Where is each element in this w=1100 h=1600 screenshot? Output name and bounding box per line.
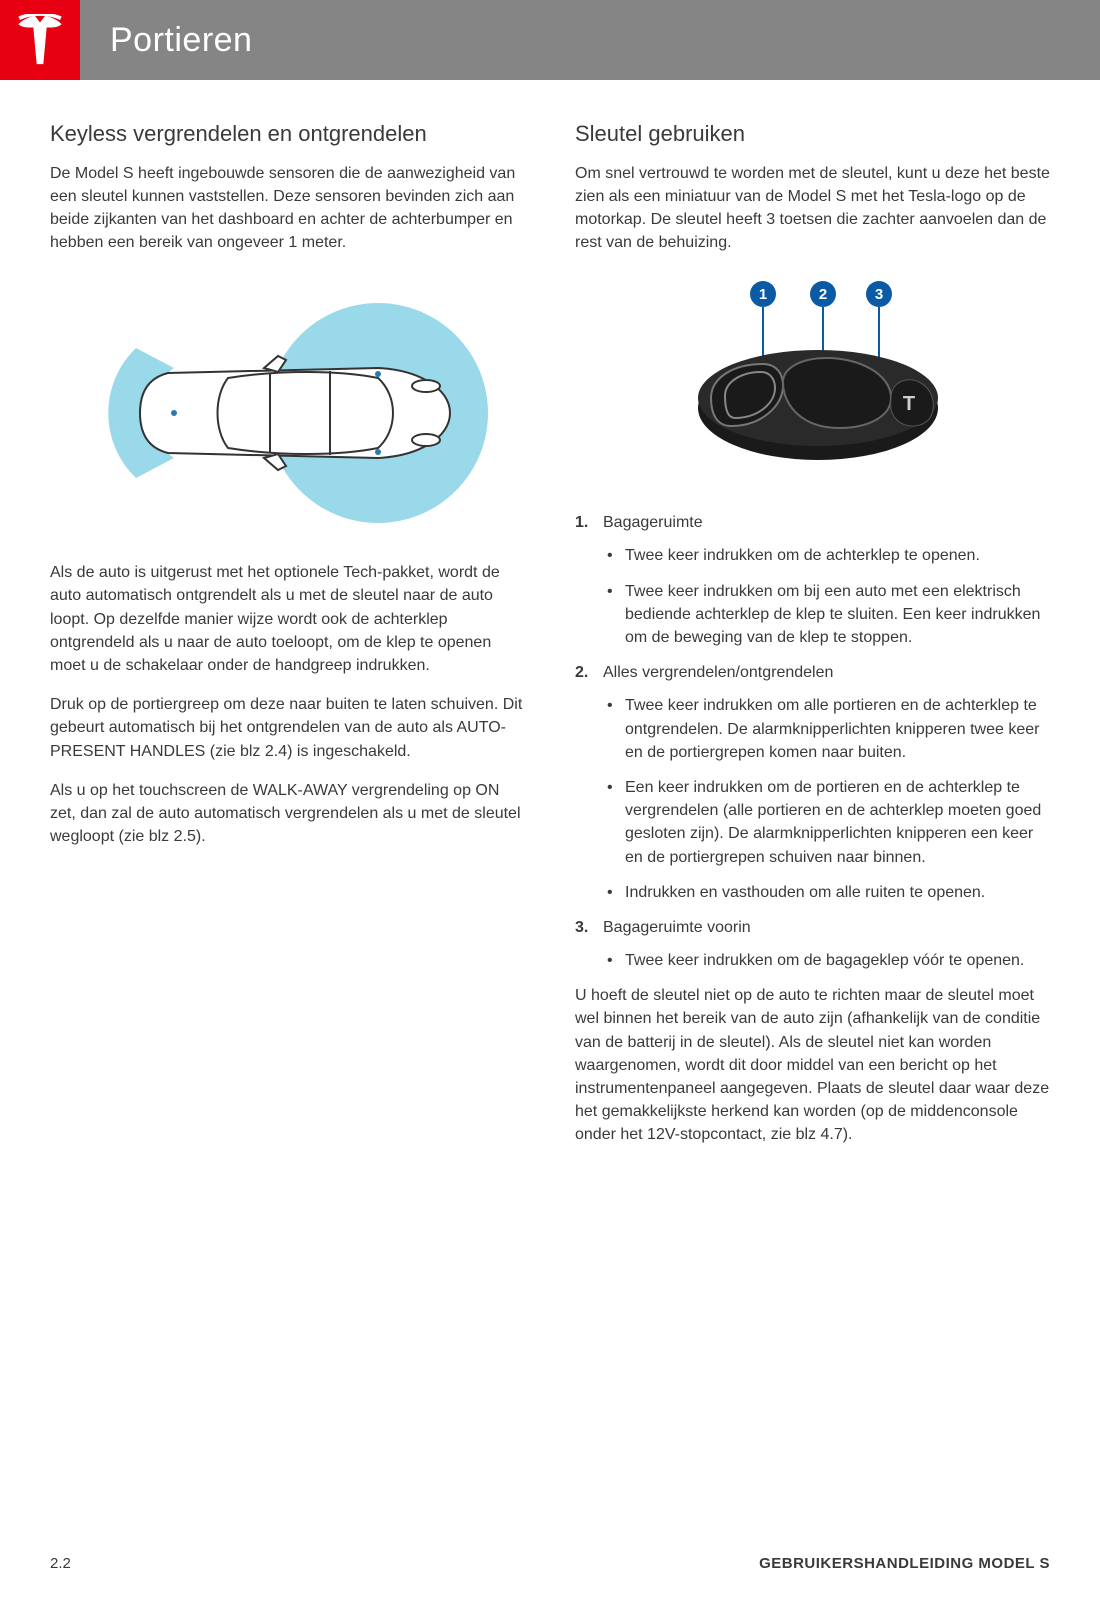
list-item-2: Alles vergrendelen/ontgrendelen Twee kee… [575, 661, 1050, 904]
page-footer: 2.2 GEBRUIKERSHANDLEIDING MODEL S [50, 1555, 1050, 1572]
left-column: Keyless vergrendelen en ontgrendelen De … [50, 120, 525, 1163]
page-title: Portieren [110, 21, 252, 60]
item2-b1: Twee keer indrukken om alle portieren en… [603, 694, 1050, 764]
left-p1: De Model S heeft ingebouwde sensoren die… [50, 162, 525, 255]
item1-b1: Twee keer indrukken om de achterklep te … [603, 544, 1050, 567]
item3-label: Bagageruimte voorin [603, 919, 751, 936]
item3-b1: Twee keer indrukken om de bagageklep vóó… [603, 949, 1050, 972]
item1-b2: Twee keer indrukken om bij een auto met … [603, 580, 1050, 650]
svg-text:T: T [902, 393, 914, 415]
page-number: 2.2 [50, 1555, 71, 1572]
item1-label: Bagageruimte [603, 514, 703, 531]
key-fob-figure: 1 2 3 [575, 278, 1050, 483]
list-item-1: Bagageruimte Twee keer indrukken om de a… [575, 511, 1050, 649]
left-p3: Druk op de portiergreep om deze naar bui… [50, 693, 525, 763]
left-p2: Als de auto is uitgerust met het optione… [50, 561, 525, 677]
right-heading: Sleutel gebruiken [575, 120, 1050, 148]
right-column: Sleutel gebruiken Om snel vertrouwd te w… [575, 120, 1050, 1163]
right-p2: U hoeft de sleutel niet op de auto te ri… [575, 984, 1050, 1146]
callout-3: 3 [874, 286, 882, 303]
page-header: Portieren [0, 0, 1100, 80]
list-item-3: Bagageruimte voorin Twee keer indrukken … [575, 916, 1050, 972]
item2-label: Alles vergrendelen/ontgrendelen [603, 664, 833, 681]
item2-b3: Indrukken en vasthouden om alle ruiten t… [603, 881, 1050, 904]
key-functions-list: Bagageruimte Twee keer indrukken om de a… [575, 511, 1050, 972]
callout-2: 2 [818, 286, 826, 303]
left-heading: Keyless vergrendelen en ontgrendelen [50, 120, 525, 148]
content-area: Keyless vergrendelen en ontgrendelen De … [0, 80, 1100, 1163]
right-p1: Om snel vertrouwd te worden met de sleut… [575, 162, 1050, 255]
item2-b2: Een keer indrukken om de portieren en de… [603, 776, 1050, 869]
car-sensor-figure [50, 278, 525, 533]
left-p4: Als u op het touchscreen de WALK-AWAY ve… [50, 779, 525, 849]
callout-1: 1 [758, 286, 766, 303]
title-bar: Portieren [80, 0, 1100, 80]
doc-title: GEBRUIKERSHANDLEIDING MODEL S [759, 1555, 1050, 1572]
brand-logo-box [0, 0, 80, 80]
tesla-logo-icon [15, 14, 65, 66]
